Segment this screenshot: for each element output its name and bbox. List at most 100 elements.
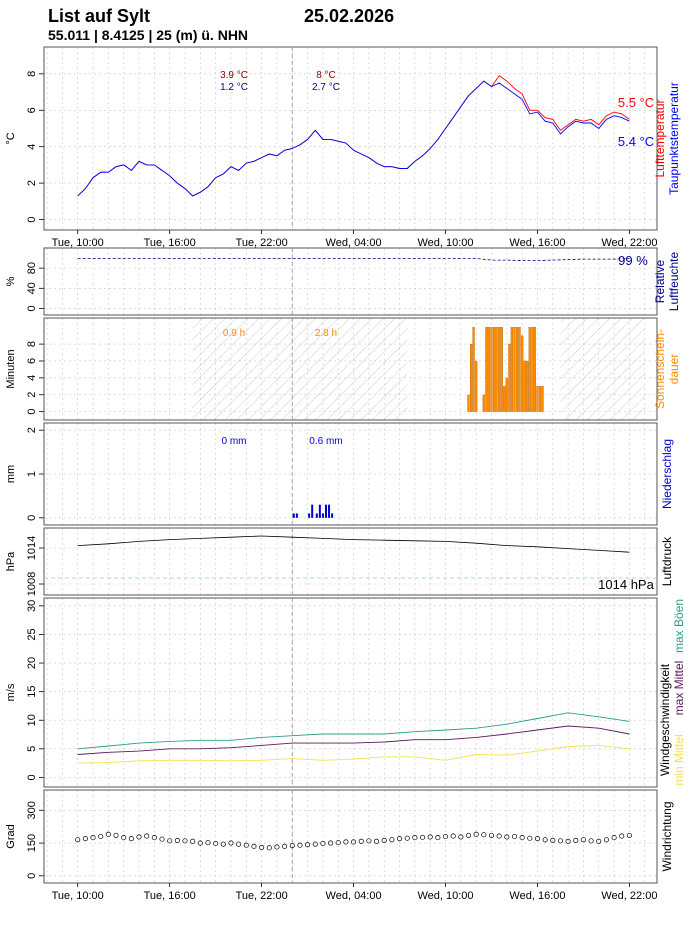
legend-label: Luftdruck (660, 536, 674, 586)
wind-direction-point (450, 833, 456, 839)
max-temp-annotation: 8 °C (316, 70, 336, 81)
panel-precip: 0 1 2 mm 0 mm 0.6 mm Niederschlag (5, 422, 674, 526)
legend-label: Niederschlag (660, 439, 674, 509)
y-tick-label: 0 (26, 873, 38, 879)
series-max-mean-wind (77, 725, 630, 755)
wind-direction-point (351, 839, 357, 845)
y-tick-label: 2 (26, 427, 38, 433)
panel-frame (43, 597, 658, 788)
legend-label: Sonnenschein- (653, 329, 667, 409)
wind-direction-point (213, 840, 219, 847)
max-dewpoint-annotation: 1.2 °C (220, 82, 248, 93)
sunshine-bar (533, 327, 536, 412)
x-tick-label: Wed, 04:00 (326, 237, 382, 249)
wind-direction-point (98, 833, 104, 840)
wind-direction-point (389, 837, 395, 843)
sunshine-bar (541, 386, 544, 412)
wind-direction-point (381, 837, 387, 843)
wind-direction-point (603, 837, 609, 843)
legend-label: Lufttemperatur (653, 99, 667, 177)
sunshine-bar (490, 327, 493, 412)
wind-direction-point (220, 841, 226, 847)
legend-label: Windgeschwindigkeit (658, 663, 672, 776)
sunshine-bar (482, 394, 485, 412)
wind-direction-point (573, 837, 579, 843)
wind-direction-point (243, 842, 249, 848)
precipitation-bar (328, 504, 331, 518)
sunshine-bar (500, 327, 503, 412)
wind-direction-point (121, 835, 127, 841)
wind-direction-point (396, 836, 403, 842)
precipitation-bar (318, 504, 321, 518)
panel-frame (43, 317, 658, 421)
wind-direction-point (565, 838, 571, 844)
wind-direction-point (496, 833, 502, 839)
wind-direction-point (557, 838, 564, 844)
y-tick-label: 4 (26, 375, 38, 381)
y-tick-label: 25 (26, 628, 38, 640)
precipitation-bar (331, 513, 334, 518)
wind-direction-point (596, 838, 602, 844)
y-axis-label: °C (5, 132, 17, 144)
wind-direction-point (588, 838, 594, 844)
wind-direction-point (458, 834, 464, 840)
panel-frame (43, 46, 658, 231)
wind-direction-point (312, 841, 318, 847)
y-tick-label: 300 (26, 801, 38, 819)
x-tick-label: Wed, 16:00 (509, 890, 565, 902)
legend-label: dauer (667, 354, 681, 385)
series-max-gusts (77, 712, 630, 750)
y-tick-label: 0 (26, 515, 38, 521)
sunshine-bar (505, 377, 508, 412)
max-dewpoint-annotation: 2.7 °C (312, 82, 340, 93)
sunshine-bar (487, 327, 491, 412)
wind-direction-point (289, 843, 295, 849)
wind-direction-point (550, 837, 556, 843)
wind-direction-point (151, 835, 157, 841)
wind-direction-point (358, 838, 364, 844)
y-axis-label: mm (5, 465, 17, 483)
sunshine-bar (485, 327, 488, 412)
y-tick-label: 1 (26, 471, 38, 477)
sunshine-bar (508, 343, 511, 412)
wind-direction-point (473, 831, 479, 837)
y-tick-label: 0 (26, 774, 38, 780)
wind-direction-point (343, 839, 349, 845)
sunshine-bar (531, 327, 534, 412)
wind-direction-point (75, 837, 81, 843)
y-tick-label: 8 (26, 71, 38, 77)
sunshine-total-annotation: 2.8 h (315, 328, 337, 339)
y-tick-label: 40 (26, 282, 38, 294)
y-tick-label: 2 (26, 180, 38, 186)
wind-direction-point (481, 832, 487, 838)
legend-label: max Mittel (672, 661, 686, 716)
current-temperature: 5.5 °C (618, 95, 654, 110)
night-hatch (192, 318, 408, 420)
sunshine-bar (521, 335, 524, 412)
panel-sunshine: 0 2 4 6 8 Minuten 0.9 h 2.8 h Sonnenschein-dauer (5, 317, 681, 421)
precipitation-bar (311, 504, 314, 518)
sunshine-bar (528, 327, 531, 412)
y-axis-label: Grad (5, 824, 17, 848)
panel-wind: 0 5 10 15 20 25 30 m/s Windgeschwindigkeit max Mi… (5, 597, 686, 788)
wind-direction-point (228, 840, 234, 846)
panel-frame (43, 789, 658, 884)
wind-direction-point (305, 842, 311, 848)
wind-direction-point (205, 840, 211, 846)
y-tick-label: 30 (26, 600, 38, 612)
sunshine-bar (469, 343, 473, 412)
y-tick-label: 0 (26, 305, 38, 311)
sunshine-bar (467, 394, 470, 412)
legend-label: Luftfeuchte (667, 251, 681, 311)
legend-label: max Böen (672, 599, 686, 653)
sunshine-bar (492, 327, 496, 412)
y-tick-label: 20 (26, 657, 38, 669)
wind-direction-point (542, 837, 548, 843)
wind-direction-point (320, 840, 326, 847)
panel-frame (43, 527, 658, 596)
sunshine-bar (515, 327, 519, 412)
wind-direction-point (412, 835, 418, 841)
wind-direction-point (197, 840, 203, 846)
wind-direction-point (611, 835, 617, 841)
wind-direction-point (366, 838, 372, 844)
